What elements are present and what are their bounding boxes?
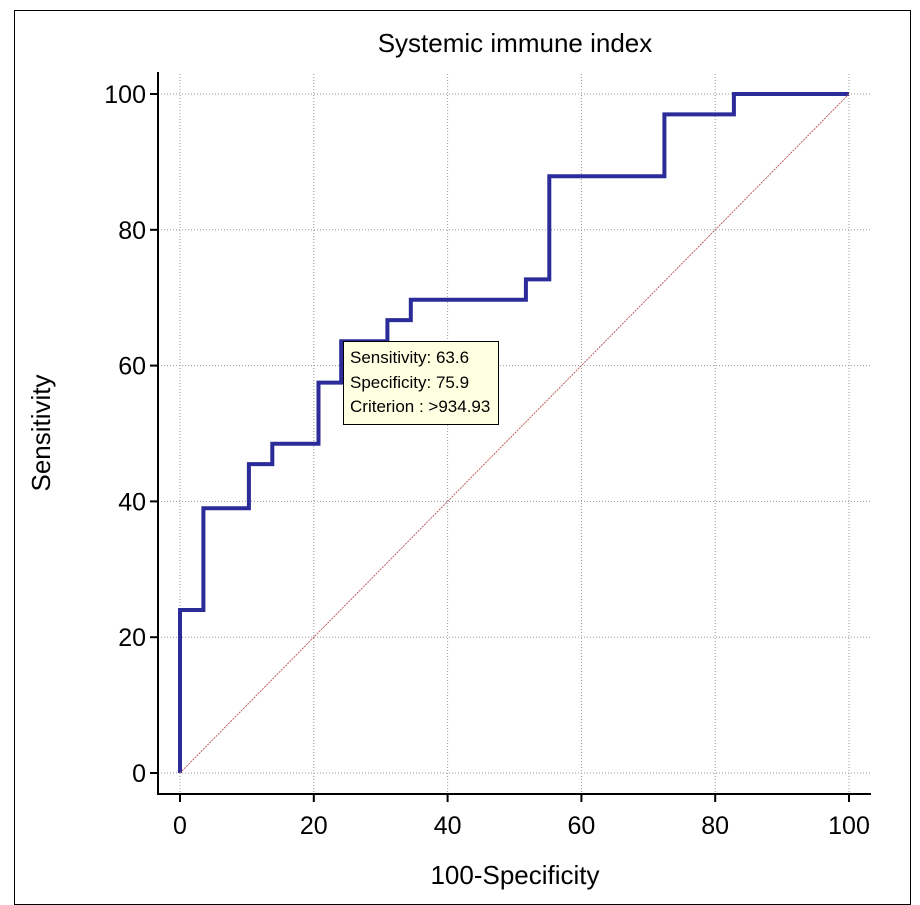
x-tick-label: 20 [300,812,328,840]
series-group [178,92,850,774]
tooltip-criterion: Criterion : >934.93 [350,397,491,416]
x-axis-label: 100-Specificity [430,860,599,890]
tooltip-specificity: Specificity: 75.9 [350,372,470,392]
grid [158,74,871,794]
y-tick-label: 20 [118,624,146,652]
y-tick-label: 60 [118,353,146,381]
y-tick-label: 40 [118,488,146,516]
reference-diagonal-line [179,93,850,774]
chart-frame [14,10,911,905]
x-tick-label: 100 [828,812,870,840]
axes [150,72,871,802]
x-tick-label: 80 [701,812,729,840]
x-tick-label: 0 [173,812,187,840]
tooltip-sensitivity: Sensitivity: 63.6 [350,348,470,367]
y-tick-label: 0 [132,760,146,788]
chart-title: Systemic immune index [378,28,653,58]
x-tick-label: 60 [567,812,595,840]
roc-point-tooltip: Sensitivity: 63.6 Specificity: 75.9 Crit… [343,341,500,425]
y-tick-label: 100 [104,81,146,109]
tick-labels: 0 20 40 60 80 100 0 20 40 60 80 100 [104,81,870,840]
x-tick-label: 40 [434,812,462,840]
y-axis-label: Sensitivity [26,374,56,491]
y-tick-label: 80 [118,217,146,245]
